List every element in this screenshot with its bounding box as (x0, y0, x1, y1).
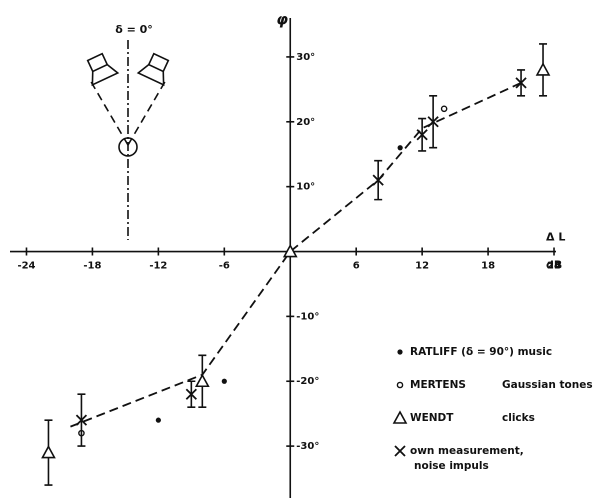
y-tick-label: 20° (296, 117, 315, 128)
inset-diagram: δ = 0° (82, 23, 174, 240)
chart: δ = 0° φΔ LdB-24-18-12-6612182430°20°10°… (0, 0, 614, 504)
point (442, 106, 447, 111)
point (42, 447, 54, 458)
x-tick-label: -18 (83, 261, 101, 272)
y-tick-label: -20° (296, 376, 319, 387)
y-tick-label: -30° (296, 441, 319, 452)
x-tick-label: -12 (149, 261, 167, 272)
legend-item: own measurement, noise impuls (395, 445, 524, 472)
x-tick-label: 24 (547, 261, 561, 272)
legend-symbol (394, 412, 406, 423)
point (156, 418, 161, 423)
x-tick-label: 12 (415, 261, 429, 272)
page: {"chart_data": {"type": "scatter", "x_la… (0, 0, 614, 504)
x-tick-label: 6 (353, 261, 360, 272)
legend-label: own measurement, (410, 445, 524, 457)
legend-item: MERTENS Gaussian tones (397, 379, 592, 391)
y-tick-label: 10° (296, 182, 315, 193)
y-axis-label: φ (276, 11, 288, 29)
legend-symbol (397, 382, 402, 387)
x-tick-label: 18 (481, 261, 495, 272)
legend-symbol (397, 349, 402, 354)
x-tick-label: -24 (17, 261, 35, 272)
point (222, 379, 227, 384)
legend-item: WENDT clicks (394, 412, 535, 424)
point (398, 145, 403, 150)
legend-item: RATLIFF (δ = 90°) music (397, 346, 552, 358)
x-tick-label: -6 (219, 261, 230, 272)
x-axis-label: Δ L (546, 231, 565, 244)
point (537, 64, 549, 75)
inset-label: δ = 0° (115, 23, 153, 36)
legend-description: clicks (502, 412, 535, 424)
legend-description: Gaussian tones (502, 379, 593, 391)
y-tick-label: -10° (296, 311, 319, 322)
point (196, 375, 208, 386)
legend-description: noise impuls (414, 460, 489, 472)
legend-label: RATLIFF (δ = 90°) music (410, 346, 552, 358)
y-tick-label: 30° (296, 52, 315, 63)
legend-label: WENDT (410, 412, 454, 424)
legend-symbol (395, 446, 405, 456)
legend-label: MERTENS (410, 379, 466, 391)
